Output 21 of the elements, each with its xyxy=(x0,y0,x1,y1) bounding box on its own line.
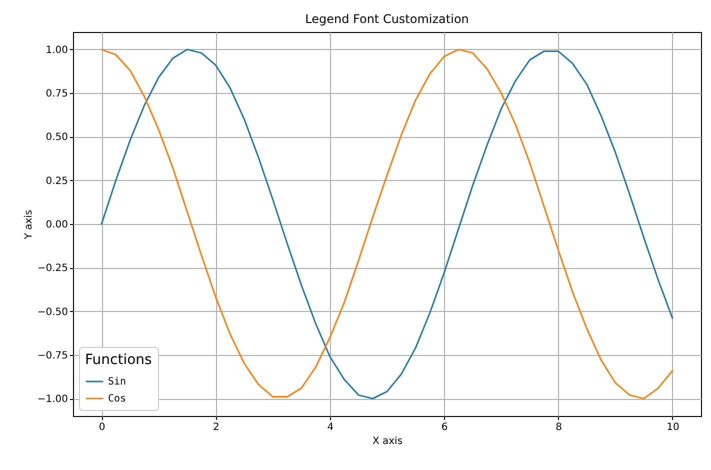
y-tick-label: −0.50 xyxy=(37,306,68,318)
y-tick-label: −0.25 xyxy=(37,263,68,274)
y-tick-label: 0.75 xyxy=(46,88,68,100)
y-tick-label: −0.75 xyxy=(37,350,68,362)
legend-label: Cos xyxy=(108,394,126,404)
x-tick-label: 4 xyxy=(327,422,334,433)
x-tick-label: 8 xyxy=(556,422,562,433)
x-tick-label: 10 xyxy=(666,422,680,433)
chart-title: Legend Font Customization xyxy=(305,12,469,26)
y-tick-label: 0.00 xyxy=(46,220,68,230)
x-tick-label: 6 xyxy=(441,422,448,433)
y-tick-label: 0.25 xyxy=(46,176,68,187)
y-tick-label: −1.00 xyxy=(37,394,68,406)
legend-title: Functions xyxy=(85,352,152,368)
y-tick-label: 0.50 xyxy=(46,132,68,144)
x-tick-label: 2 xyxy=(213,422,220,433)
legend-label: Sin xyxy=(108,376,126,388)
y-axis-title: Y axis xyxy=(23,210,34,240)
x-tick-label: 0 xyxy=(98,422,106,433)
x-axis-title: X axis xyxy=(372,436,403,447)
y-tick-label: 1.00 xyxy=(46,44,68,56)
